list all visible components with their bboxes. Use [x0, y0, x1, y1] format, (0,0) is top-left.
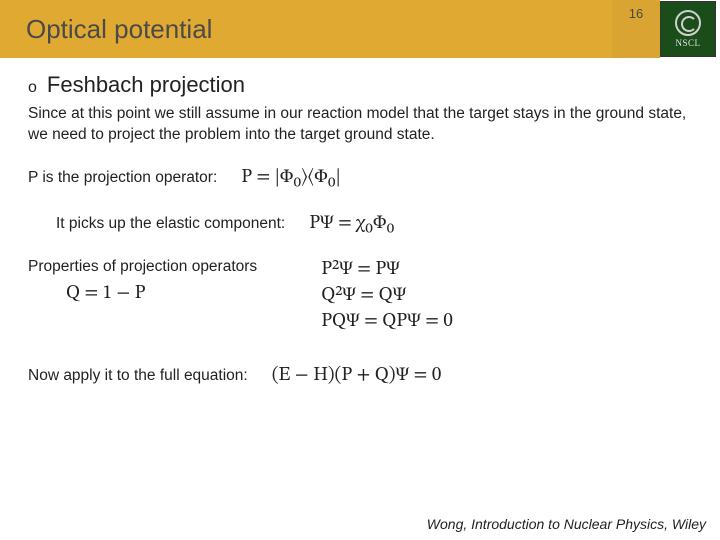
properties-formulas: P²Ψ = PΨ Q²Ψ = QΨ PQΨ = QPΨ = 0	[321, 258, 453, 334]
property-line-1: P²Ψ = PΨ	[321, 258, 453, 282]
property-line-3: PQΨ = QPΨ = 0	[321, 310, 453, 334]
apply-row: Now apply it to the full equation: (E − …	[28, 364, 692, 388]
properties-label: Properties of projection operators	[28, 258, 257, 276]
bullet-heading-text: Feshbach projection	[47, 72, 245, 98]
slide-title: Optical potential	[0, 0, 612, 58]
apply-label: Now apply it to the full equation:	[28, 367, 248, 385]
nscl-logo: NSCL	[660, 1, 716, 57]
projection-operator-row: P is the projection operator: P = |Φ₀⟩⟨Φ…	[28, 166, 692, 190]
apply-formula: (E − H)(P + Q)Ψ = 0	[272, 364, 442, 388]
projection-operator-label: P is the projection operator:	[28, 169, 217, 187]
intro-paragraph: Since at this point we still assume in o…	[28, 104, 692, 146]
bullet-heading: o Feshbach projection	[28, 72, 692, 98]
logo-label: NSCL	[675, 38, 700, 48]
q-definition: Q = 1 − P	[66, 282, 257, 306]
slide-header: Optical potential 16 NSCL	[0, 0, 720, 58]
logo-swirl-icon	[675, 10, 701, 36]
page-number: 16	[612, 0, 660, 58]
bullet-marker: o	[28, 79, 37, 97]
elastic-component-label: It picks up the elastic component:	[56, 215, 285, 233]
property-line-2: Q²Ψ = QΨ	[321, 284, 453, 308]
properties-row: Properties of projection operators Q = 1…	[28, 258, 692, 334]
slide-body: o Feshbach projection Since at this poin…	[0, 58, 720, 388]
elastic-component-row: It picks up the elastic component: PΨ = …	[28, 212, 692, 236]
reference-citation: Wong, Introduction to Nuclear Physics, W…	[427, 516, 706, 532]
elastic-component-formula: PΨ = χ₀Φ₀	[309, 212, 394, 236]
projection-operator-formula: P = |Φ₀⟩⟨Φ₀|	[241, 166, 340, 190]
